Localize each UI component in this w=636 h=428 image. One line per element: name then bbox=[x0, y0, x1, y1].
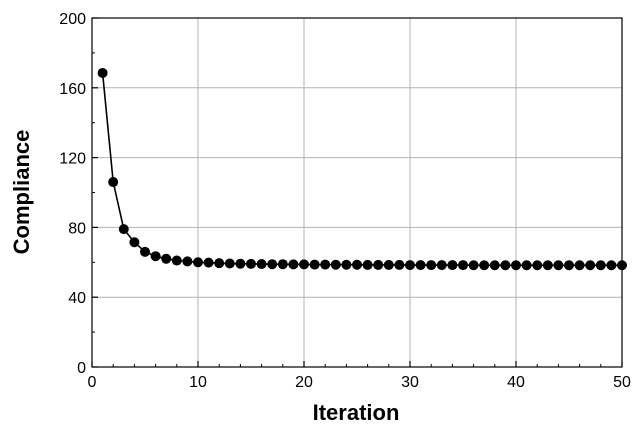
data-point bbox=[500, 260, 511, 271]
plot-frame bbox=[91, 17, 623, 368]
x-tick-label: 50 bbox=[613, 374, 631, 391]
y-tick-label: 0 bbox=[77, 360, 86, 377]
tick-labels: 0 10 20 30 40 50 0 40 80 120 160 200 bbox=[59, 11, 631, 391]
data-point bbox=[574, 260, 585, 271]
x-tick-label: 0 bbox=[88, 374, 97, 391]
data-point bbox=[118, 224, 129, 235]
data-point bbox=[532, 260, 543, 271]
data-point bbox=[405, 260, 415, 271]
y-tick-label: 200 bbox=[59, 11, 86, 28]
data-point bbox=[479, 260, 490, 271]
data-point bbox=[214, 258, 225, 269]
data-point bbox=[288, 259, 299, 270]
data-point bbox=[182, 256, 193, 267]
data-point bbox=[193, 257, 203, 268]
data-point bbox=[330, 259, 341, 270]
axes bbox=[91, 17, 623, 368]
data-point bbox=[426, 260, 437, 271]
data-point bbox=[564, 260, 574, 271]
data-point bbox=[617, 260, 627, 271]
data-point bbox=[246, 258, 256, 269]
data-point bbox=[373, 259, 384, 270]
data-point bbox=[341, 259, 352, 270]
data-point bbox=[542, 260, 553, 271]
data-point bbox=[553, 260, 564, 271]
data-point bbox=[585, 260, 596, 271]
data-point bbox=[224, 258, 235, 269]
y-tick-label: 40 bbox=[68, 290, 86, 307]
data-point bbox=[320, 259, 331, 270]
data-point bbox=[595, 260, 606, 271]
x-tick-label: 30 bbox=[401, 374, 419, 391]
data-point bbox=[171, 255, 182, 266]
data-point bbox=[521, 260, 532, 271]
series-line bbox=[101, 72, 622, 267]
data-point bbox=[161, 253, 172, 264]
data-point bbox=[436, 260, 447, 271]
data-point bbox=[394, 259, 405, 270]
data-point bbox=[267, 259, 278, 270]
data-point bbox=[309, 259, 320, 270]
series-compliance bbox=[97, 67, 627, 271]
data-point bbox=[97, 67, 108, 78]
data-point bbox=[458, 260, 468, 271]
data-point bbox=[299, 259, 309, 270]
data-point bbox=[489, 260, 500, 271]
grid-lines bbox=[92, 18, 622, 367]
data-point bbox=[468, 260, 479, 271]
y-axis-title: Compliance bbox=[9, 130, 34, 255]
data-point bbox=[383, 259, 394, 270]
data-point bbox=[140, 246, 150, 257]
y-tick-label: 80 bbox=[68, 220, 86, 237]
data-point bbox=[256, 259, 267, 270]
data-point bbox=[352, 259, 362, 270]
data-point bbox=[129, 237, 140, 248]
data-point bbox=[606, 260, 617, 271]
data-point bbox=[108, 177, 119, 188]
x-tick-label: 10 bbox=[189, 374, 207, 391]
data-point bbox=[235, 258, 246, 269]
data-point bbox=[447, 260, 458, 271]
x-axis-title: Iteration bbox=[313, 400, 400, 425]
data-point bbox=[362, 259, 373, 270]
data-point bbox=[511, 260, 521, 271]
data-point bbox=[203, 257, 214, 268]
data-point bbox=[150, 251, 161, 262]
x-tick-label: 40 bbox=[507, 374, 525, 391]
data-point bbox=[277, 259, 288, 270]
y-tick-label: 160 bbox=[59, 81, 86, 98]
x-tick-label: 20 bbox=[295, 374, 313, 391]
data-point bbox=[415, 260, 426, 271]
y-tick-label: 120 bbox=[59, 151, 86, 168]
